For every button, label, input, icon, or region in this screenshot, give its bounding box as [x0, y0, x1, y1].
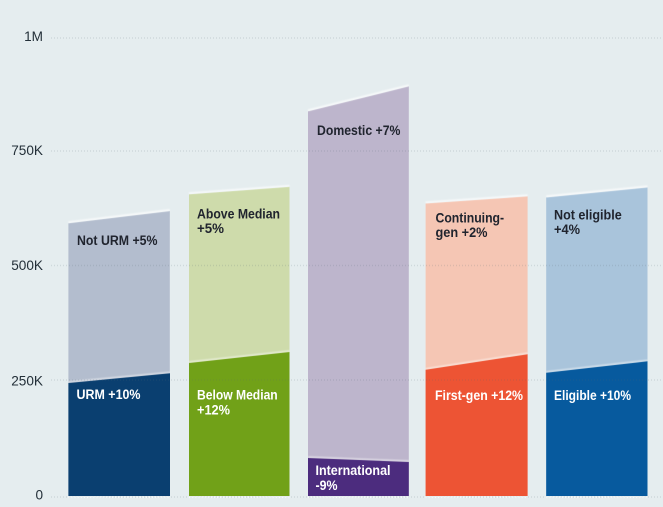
svg-text:Above Median: Above Median	[197, 206, 280, 221]
svg-text:500K: 500K	[11, 258, 43, 273]
svg-text:International: International	[316, 463, 391, 478]
svg-text:0: 0	[35, 488, 43, 503]
svg-text:Continuing-: Continuing-	[436, 210, 505, 225]
svg-text:URM +10%: URM +10%	[77, 387, 141, 402]
svg-text:1M: 1M	[24, 29, 43, 44]
svg-text:+12%: +12%	[197, 402, 230, 417]
svg-text:Not URM +5%: Not URM +5%	[77, 233, 158, 248]
svg-text:+5%: +5%	[197, 221, 224, 236]
svg-text:gen +2%: gen +2%	[436, 225, 488, 240]
svg-text:Eligible +10%: Eligible +10%	[554, 388, 631, 403]
svg-text:250K: 250K	[11, 374, 43, 389]
svg-text:First-gen +12%: First-gen +12%	[435, 388, 523, 403]
svg-text:750K: 750K	[11, 143, 43, 158]
svg-text:Below Median: Below Median	[197, 388, 278, 403]
svg-text:-9%: -9%	[316, 478, 338, 493]
svg-text:+4%: +4%	[554, 222, 580, 237]
svg-text:Domestic +7%: Domestic +7%	[317, 123, 400, 138]
svg-text:Not eligible: Not eligible	[554, 207, 622, 222]
